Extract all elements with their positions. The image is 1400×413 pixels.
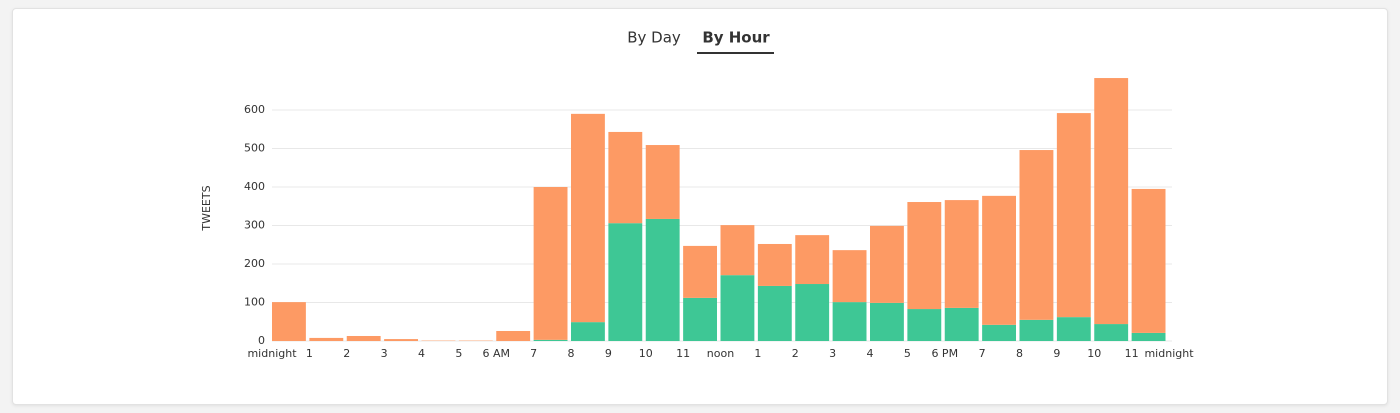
bar-segment bbox=[1019, 150, 1054, 320]
y-axis-label: TWEETS bbox=[200, 185, 213, 231]
x-tick-label: 5 bbox=[904, 347, 911, 360]
x-tick-label: 1 bbox=[306, 347, 313, 360]
bar-segment bbox=[645, 218, 680, 341]
bar-segment bbox=[757, 285, 792, 341]
bar-segment bbox=[346, 335, 381, 341]
x-tick-label: 11 bbox=[676, 347, 690, 360]
bar-segment bbox=[982, 324, 1016, 341]
x-tick-label: 4 bbox=[418, 347, 425, 360]
y-tick-label: 400 bbox=[244, 180, 265, 193]
x-tick-label: 11 bbox=[1125, 347, 1139, 360]
x-tick-label: 3 bbox=[381, 347, 388, 360]
x-tick-label: noon bbox=[707, 347, 734, 360]
x-tick-label: 3 bbox=[829, 347, 836, 360]
bar-segment bbox=[795, 235, 830, 285]
x-tick-label: 8 bbox=[1016, 347, 1023, 360]
bar-segment bbox=[309, 337, 344, 341]
bar-segment bbox=[720, 275, 755, 341]
bar-segment bbox=[533, 187, 568, 340]
bar-segment bbox=[571, 322, 605, 341]
y-tick-label: 100 bbox=[244, 296, 265, 309]
bar-segment bbox=[832, 302, 867, 341]
bar-segment bbox=[1019, 319, 1054, 341]
x-tick-label: 9 bbox=[1053, 347, 1060, 360]
tab-by-day[interactable]: By Day bbox=[627, 29, 681, 47]
bar-segment bbox=[757, 243, 792, 286]
bar-segment bbox=[1131, 332, 1166, 341]
bar-segment bbox=[1056, 113, 1091, 318]
bar-segment bbox=[1056, 317, 1091, 341]
x-tick-label: 1 bbox=[754, 347, 761, 360]
x-tick-label: 5 bbox=[455, 347, 462, 360]
x-tick-label: 8 bbox=[568, 347, 575, 360]
bar-segment bbox=[608, 131, 643, 224]
bar-segment bbox=[1131, 188, 1166, 333]
y-tick-label: 500 bbox=[244, 142, 265, 155]
bar-segment bbox=[870, 225, 904, 303]
bar-segment bbox=[1094, 78, 1129, 325]
x-tick-label: 2 bbox=[792, 347, 799, 360]
bar-segment bbox=[907, 202, 942, 310]
bar-segment bbox=[683, 297, 717, 341]
x-tick-label: midnight bbox=[247, 347, 297, 360]
x-tick-label: 6 AM bbox=[482, 347, 510, 360]
x-tick-label: 7 bbox=[530, 347, 537, 360]
x-tick-label: 4 bbox=[867, 347, 874, 360]
bar-segment bbox=[870, 302, 904, 341]
y-tick-label: 0 bbox=[258, 334, 265, 347]
x-tick-label: 10 bbox=[1087, 347, 1101, 360]
bar-segment bbox=[683, 245, 717, 298]
tab-by-hour[interactable]: By Hour bbox=[702, 29, 770, 47]
y-tick-label: 300 bbox=[244, 219, 265, 232]
bar-segment bbox=[907, 309, 942, 341]
bar-segment bbox=[1094, 324, 1129, 341]
x-tick-label: 2 bbox=[343, 347, 350, 360]
bar-segment bbox=[832, 250, 867, 303]
x-tick-label: 9 bbox=[605, 347, 612, 360]
bar-segment bbox=[608, 223, 643, 341]
bar-segment bbox=[982, 195, 1016, 325]
x-tick-label: midnight bbox=[1144, 347, 1194, 360]
tab-underline bbox=[697, 52, 774, 54]
bar-segment bbox=[496, 330, 531, 341]
bar-segment bbox=[795, 284, 830, 341]
bar-segment bbox=[720, 225, 755, 276]
bar-segment bbox=[944, 307, 979, 341]
bar-segment bbox=[944, 200, 979, 308]
bar-segment bbox=[645, 145, 680, 219]
x-tick-label: 10 bbox=[639, 347, 653, 360]
y-tick-label: 600 bbox=[244, 103, 265, 116]
bar-segment bbox=[384, 339, 418, 341]
x-tick-label: 6 PM bbox=[931, 347, 958, 360]
bar-segment bbox=[272, 302, 306, 341]
bar-segment bbox=[571, 113, 605, 323]
y-tick-label: 200 bbox=[244, 257, 265, 270]
x-tick-label: 7 bbox=[979, 347, 986, 360]
bar-segment bbox=[533, 339, 568, 341]
